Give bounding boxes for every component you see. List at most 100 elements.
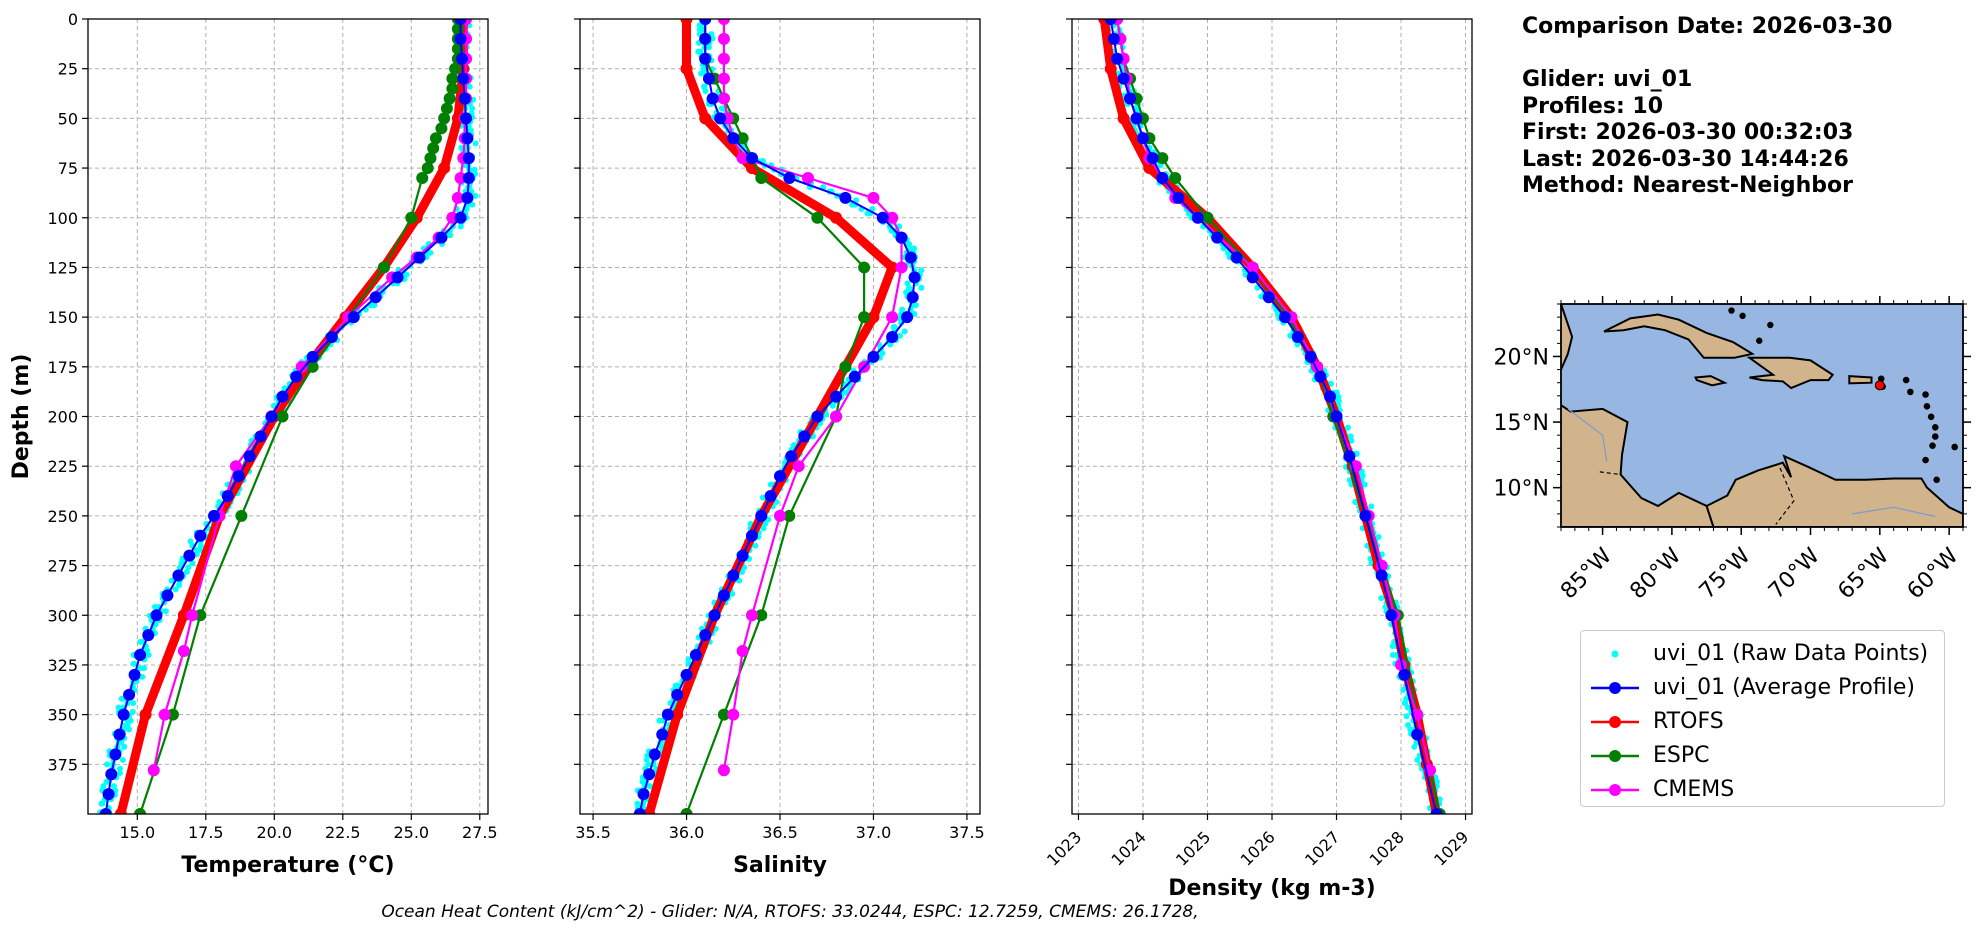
raw-data-point <box>189 560 196 567</box>
legend-item: CMEMS <box>1581 773 1944 807</box>
glider-marker <box>727 132 740 145</box>
raw-data-point <box>116 765 123 772</box>
raw-data-point <box>639 778 646 785</box>
rtofs-marker <box>867 311 880 324</box>
glider-marker <box>1104 19 1117 25</box>
legend-swatch-cmems <box>1591 784 1639 796</box>
cmems-marker <box>147 764 160 777</box>
island <box>1700 298 1704 302</box>
lon-tick-label: 80°W <box>1626 543 1687 604</box>
espc-marker <box>446 72 459 85</box>
raw-data-point <box>197 547 204 554</box>
glider-marker <box>908 271 921 284</box>
island <box>1931 433 1939 440</box>
glider-marker <box>656 728 669 741</box>
legend-label: ESPC <box>1653 743 1710 768</box>
espc-marker <box>134 808 147 814</box>
glider-marker <box>109 748 122 761</box>
raw-data-point <box>1411 743 1418 750</box>
raw-data-point <box>1258 293 1265 300</box>
ohc-footer: Ocean Heat Content (kJ/cm^2) - Glider: N… <box>381 902 1199 922</box>
espc-marker <box>416 172 429 184</box>
legend-item: uvi_01 (Average Profile) <box>1581 671 1944 705</box>
raw-data-point <box>1389 652 1396 658</box>
glider-marker <box>454 211 467 224</box>
glider-marker <box>123 688 136 701</box>
legend-swatch-glider <box>1591 682 1639 694</box>
glider-marker <box>1411 728 1424 741</box>
glider-marker <box>455 52 468 65</box>
raw-data-point <box>98 800 105 807</box>
x-tick-label: 20.0 <box>256 823 292 842</box>
cmems-marker <box>736 645 749 658</box>
cmems-marker <box>717 72 730 85</box>
raw-data-point <box>121 743 128 750</box>
glider-line <box>1109 19 1438 814</box>
legend-label: uvi_01 (Raw Data Points) <box>1653 641 1929 666</box>
raw-data-point <box>136 665 143 672</box>
x-tick-label: 15.0 <box>120 823 156 842</box>
cmems-marker <box>1246 261 1259 274</box>
y-tick-label: 225 <box>47 457 78 476</box>
x-tick-label: 1024 <box>1108 827 1150 869</box>
glider-marker <box>906 291 919 304</box>
panel-1: 35.5 36.0 36.5 37.0 37.5 Salinity <box>574 18 985 878</box>
method: Method: Nearest-Neighbor <box>1522 173 1853 198</box>
rtofs-marker <box>114 808 127 814</box>
raw-data-point <box>183 568 190 575</box>
glider-marker <box>699 19 712 25</box>
legend-item: ESPC <box>1581 739 1944 773</box>
glider-marker <box>1278 311 1291 324</box>
espc-marker <box>276 410 289 423</box>
glider-marker <box>232 470 245 483</box>
raw-data-point <box>130 660 137 667</box>
panel-0: 15.0 17.5 20.0 22.5 25.0 27.5 0 25 50 75 100 125 150… <box>9 10 498 878</box>
raw-data-point <box>752 542 759 549</box>
espc-marker <box>405 211 418 224</box>
lon-tick-label: 70°W <box>1764 543 1825 604</box>
lon-tick-label: 75°W <box>1695 543 1756 604</box>
y-tick-label: 300 <box>47 606 78 625</box>
glider-marker <box>1211 231 1224 244</box>
glider-marker <box>1136 132 1149 145</box>
rtofs-marker <box>1117 112 1130 125</box>
glider-marker <box>1343 450 1356 463</box>
glider-marker <box>1385 609 1398 622</box>
raw-data-point <box>656 717 663 724</box>
glider-marker <box>391 271 404 284</box>
espc-marker <box>446 82 459 95</box>
legend-item: uvi_01 (Raw Data Points) <box>1581 637 1944 671</box>
espc-marker <box>717 708 730 721</box>
x-tick-label: 37.0 <box>856 823 892 842</box>
cmems-marker <box>774 509 786 522</box>
cmems-line <box>722 19 903 771</box>
raw-data-point <box>1348 437 1355 444</box>
glider-marker <box>243 450 256 463</box>
rtofs-marker <box>177 609 190 622</box>
glider-marker <box>117 708 130 721</box>
glider-location-marker <box>1874 380 1885 391</box>
raw-data-point <box>126 726 133 733</box>
rtofs-marker <box>680 19 693 25</box>
location-map: 20°N 15°N 10°N 85°W 80°W 75°W 70°W 65°W 60°W <box>1494 296 1971 604</box>
espc-marker <box>166 708 179 721</box>
glider-marker <box>306 350 319 363</box>
rtofs-marker <box>830 211 843 224</box>
raw-data-point <box>685 656 692 663</box>
cmems-marker <box>886 311 899 324</box>
glider-marker <box>637 788 650 801</box>
raw-data-point <box>646 783 653 790</box>
raw-data-point <box>1400 686 1407 693</box>
legend-swatch-rtofs <box>1591 716 1639 728</box>
land-jamaica <box>1693 375 1728 387</box>
glider-marker <box>1262 291 1275 304</box>
raw-data-point <box>137 638 144 645</box>
espc-marker <box>811 211 824 224</box>
glider-marker <box>460 112 473 125</box>
raw-data-point <box>645 761 652 768</box>
glider-marker <box>1130 112 1143 125</box>
espc-marker <box>449 62 462 75</box>
raw-data-point <box>469 105 476 112</box>
espc-marker <box>421 162 434 175</box>
glider-marker <box>1246 271 1259 284</box>
